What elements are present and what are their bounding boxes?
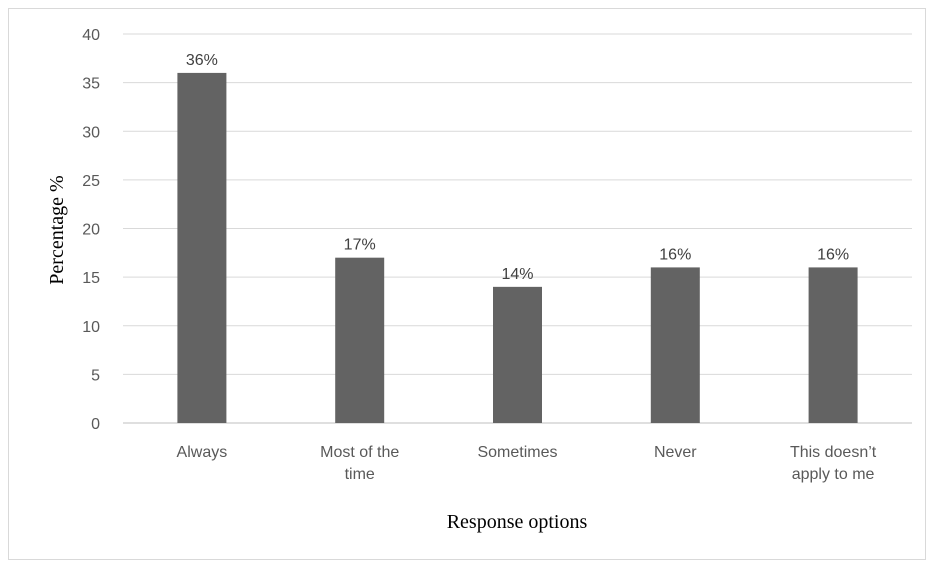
y-tick-label: 25 xyxy=(82,173,100,190)
data-label: 16% xyxy=(659,246,691,263)
data-label: 14% xyxy=(501,266,533,283)
y-tick-label: 5 xyxy=(91,367,100,384)
category-label: Sometimes xyxy=(477,444,557,461)
category-label: Most of the time xyxy=(320,444,399,483)
bar xyxy=(808,267,858,423)
bar xyxy=(493,286,542,423)
data-label: 17% xyxy=(344,237,376,254)
bar xyxy=(177,72,227,424)
x-axis-categories: Always Most of the time Sometimes Never This … xyxy=(177,444,877,483)
chart-frame xyxy=(8,8,926,560)
y-tick-label: 10 xyxy=(82,319,100,336)
y-axis-ticks: 0 5 10 15 20 25 30 35 40 xyxy=(82,27,100,433)
y-tick-label: 40 xyxy=(82,27,100,44)
y-axis-title: Percentage % xyxy=(46,175,68,284)
category-label: Always xyxy=(177,444,228,461)
bar xyxy=(335,257,385,423)
y-tick-label: 35 xyxy=(82,76,100,93)
bars xyxy=(177,72,858,424)
x-axis-title: Response options xyxy=(447,511,588,533)
data-label: 16% xyxy=(817,246,849,263)
bar xyxy=(650,267,700,423)
y-tick-label: 0 xyxy=(91,416,100,433)
y-tick-label: 15 xyxy=(82,270,100,287)
category-label: This doesn’t apply to me xyxy=(790,444,877,483)
y-tick-label: 20 xyxy=(82,222,100,239)
gridlines xyxy=(123,33,912,424)
data-label: 36% xyxy=(186,52,218,69)
category-label: Never xyxy=(654,444,697,461)
y-tick-label: 30 xyxy=(82,124,100,141)
data-labels: 36% 17% 14% 16% 16% xyxy=(186,52,849,283)
